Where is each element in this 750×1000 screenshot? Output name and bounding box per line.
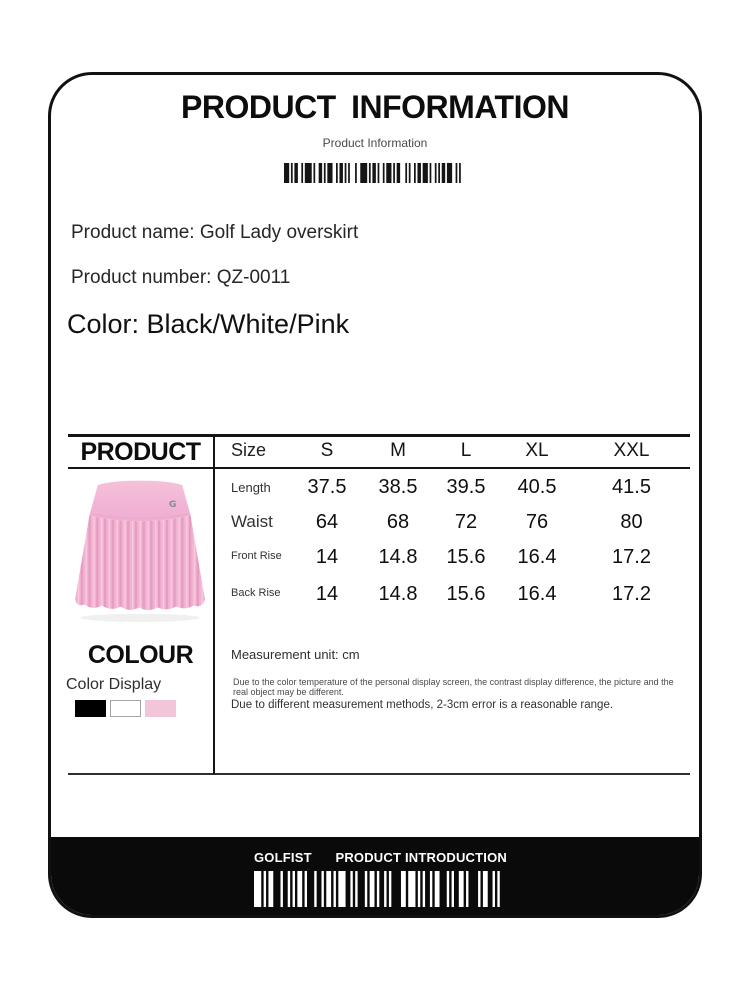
- col-xl: XL: [525, 439, 549, 461]
- cell: 14.8: [378, 582, 418, 605]
- table-row-length: Length 37.5 38.5 39.5 40.5 41.5: [213, 471, 690, 504]
- swatch-white: [110, 700, 141, 717]
- table-top-rule: [68, 434, 690, 437]
- table-row-front-rise: Front Rise 14 14.8 15.6 16.4 17.2: [213, 540, 690, 574]
- row-label: Back Rise: [231, 587, 281, 600]
- table-bottom-rule: [68, 773, 690, 775]
- cell: 40.5: [517, 476, 557, 498]
- cell: 15.6: [446, 545, 486, 568]
- cell: 39.5: [446, 476, 486, 498]
- barcode-icon: [254, 871, 507, 907]
- col-m: M: [390, 439, 406, 461]
- cell: 64: [315, 510, 339, 533]
- cell: 16.4: [517, 582, 557, 605]
- row-label: Front Rise: [231, 550, 282, 563]
- col-xxl: XXL: [613, 439, 650, 461]
- cell: 68: [386, 510, 410, 533]
- cell: 41.5: [612, 476, 651, 498]
- swatch-pink: [145, 700, 176, 717]
- skirt-waistband: [89, 480, 191, 522]
- page-title: PRODUCT INFORMATION: [181, 89, 569, 125]
- measurement-error-note: Due to different measurement methods, 2-…: [231, 699, 614, 711]
- cell: 37.5: [307, 476, 347, 498]
- colour-section-heading: COLOUR: [87, 641, 194, 669]
- table-row-back-rise: Back Rise 14 14.8 15.6 16.4 17.2: [213, 574, 690, 614]
- cell: 72: [454, 510, 478, 533]
- row-label: Waist: [231, 512, 273, 531]
- color-swatches: [75, 700, 176, 717]
- footer-label: PRODUCT INTRODUCTION: [335, 850, 507, 865]
- color-difference-note: Due to the color temperature of the pers…: [233, 677, 674, 697]
- table-header-rule: [68, 467, 690, 469]
- cell: 16.4: [517, 545, 557, 568]
- color-display-label: Color Display: [66, 676, 162, 693]
- col-l: L: [460, 439, 472, 461]
- cell: 17.2: [612, 582, 651, 605]
- cell: 80: [620, 510, 643, 533]
- product-section-heading: PRODUCT: [80, 438, 201, 466]
- size-column-label: Size: [231, 440, 267, 460]
- size-table-header: Size S M L XL XXL: [213, 434, 690, 467]
- cell: 76: [525, 510, 549, 533]
- skirt-pleats: [75, 515, 205, 611]
- product-color-line: Color: Black/White/Pink: [67, 309, 350, 339]
- cell: 14.8: [378, 545, 418, 568]
- swatch-black: [75, 700, 106, 717]
- cell: 38.5: [378, 476, 418, 498]
- cell: 14: [315, 582, 339, 605]
- cell: 14: [315, 545, 339, 568]
- brand-logo-g-icon: G: [169, 499, 177, 510]
- row-label: Length: [231, 480, 271, 495]
- measurement-unit-note: Measurement unit: cm: [231, 647, 360, 662]
- footer-content: GOLFIST PRODUCT INTRODUCTION: [254, 850, 507, 907]
- brand-name: GOLFIST: [254, 850, 312, 865]
- table-vertical-divider: [213, 434, 215, 774]
- size-table-body: Length 37.5 38.5 39.5 40.5 41.5 Waist 64…: [213, 471, 690, 614]
- cell: 15.6: [446, 582, 486, 605]
- footer-bar: GOLFIST PRODUCT INTRODUCTION: [51, 837, 699, 915]
- table-row-waist: Waist 64 68 72 76 80: [213, 504, 690, 540]
- product-info-card: PRODUCT INFORMATION Product Information …: [48, 72, 702, 918]
- skirt-image: G: [75, 480, 205, 622]
- page-subtitle: Product Information: [322, 136, 428, 150]
- col-s: S: [320, 439, 334, 461]
- product-number-line: Product number: QZ-0011: [71, 267, 291, 288]
- cell: 17.2: [612, 545, 651, 568]
- barcode-icon: [284, 163, 466, 183]
- product-name-line: Product name: Golf Lady overskirt: [71, 222, 359, 243]
